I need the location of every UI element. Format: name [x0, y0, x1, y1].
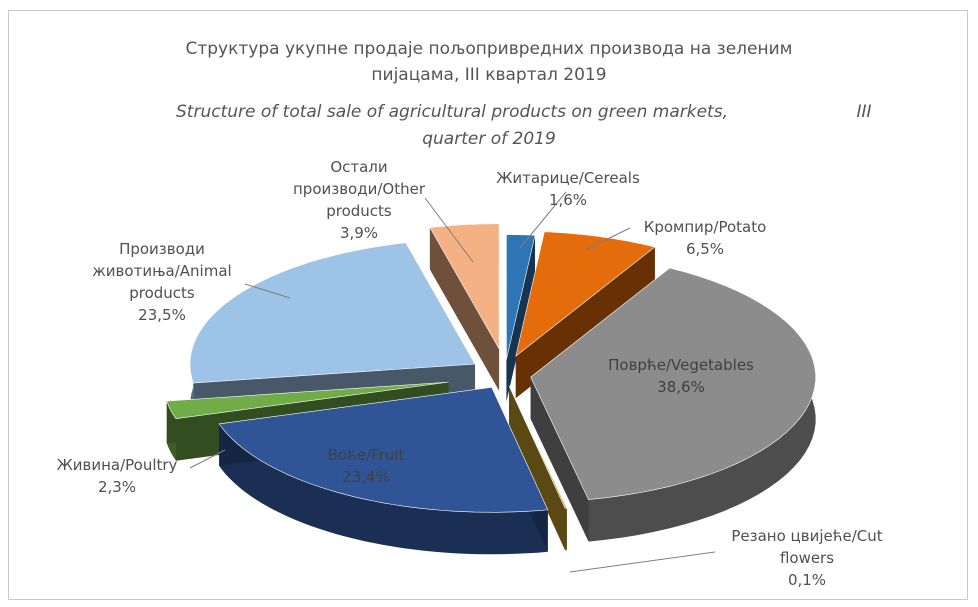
slice-value-label: 6,5%: [686, 240, 724, 258]
pie-slice: [508, 385, 568, 509]
chart-title-line-2: пијацама, III квартал 2019: [371, 65, 607, 85]
pie-slice-wall: [508, 385, 566, 551]
label-leader-line: [244, 283, 291, 299]
slice-value-label: 23,5%: [138, 306, 186, 324]
slice-category-label: Кромпир/Potato: [644, 218, 767, 236]
slice-value-label: 0,1%: [788, 571, 826, 589]
slice-category-label: products: [129, 284, 195, 302]
slice-category-label: products: [326, 202, 392, 220]
chart-title-line-3-tail: III: [856, 102, 872, 122]
pie-slice-wall: [506, 235, 536, 402]
pie-slice-wall: [530, 377, 589, 542]
pie-slice: [530, 267, 816, 500]
slice-value-label: 23,4%: [342, 468, 390, 486]
label-leader-line: [584, 227, 631, 251]
slice-value-label: 2,3%: [98, 478, 136, 496]
slice-category-label: Житарице/Cereals: [496, 169, 640, 187]
pie-slice-side: [219, 423, 548, 555]
pie-slice: [218, 386, 549, 513]
slice-category-label: Производи: [119, 240, 205, 258]
pie-slice-wall: [515, 246, 655, 399]
label-leader-line: [569, 551, 716, 573]
pie-slice-wall: [429, 227, 500, 391]
pie-tops: [166, 223, 816, 513]
slice-value-label: 3,9%: [340, 224, 378, 242]
slice-category-label: животиња/Animal: [92, 262, 231, 280]
slice-category-label: Остали: [330, 158, 387, 176]
pie-labels: Житарице/Cereals 1,6% Кромпир/Potato 6,5% По…: [57, 158, 883, 589]
slice-value-label: 1,6%: [549, 191, 587, 209]
slice-category-label: Живина/Poultry: [57, 456, 178, 474]
pie-slice: [429, 223, 500, 350]
label-leader-line: [424, 197, 474, 263]
slice-category-label: Поврће/Vegetables: [608, 356, 754, 374]
slice-category-label: Резано цвијеће/Cut: [731, 527, 882, 545]
pie-slice: [166, 381, 449, 420]
label-leader-line: [519, 191, 567, 249]
slice-category-label: производи/Other: [293, 180, 426, 198]
slice-category-label: Воће/Fruit: [328, 446, 405, 464]
chart-title-line-3: Structure of total sale of agricultural …: [176, 102, 728, 122]
slice-value-label: 38,6%: [657, 378, 705, 396]
pie-slice: [515, 231, 656, 357]
pie-slice: [189, 242, 476, 384]
chart-title-line-1: Структура укупне продаје пољопривредних …: [185, 39, 793, 59]
slice-category-label: flowers: [780, 549, 834, 567]
chart-title-line-4: quarter of 2019: [422, 129, 556, 149]
label-leader-line: [189, 449, 226, 469]
